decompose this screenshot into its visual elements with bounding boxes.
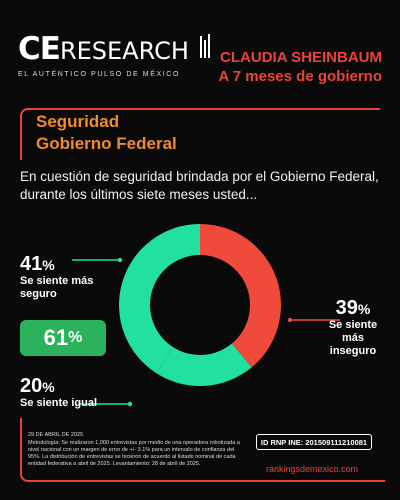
brand-bars-icon	[199, 34, 210, 58]
headline: CLAUDIA SHEINBAUM A 7 meses de gobierno	[218, 48, 382, 86]
net-badge: 61%	[20, 320, 106, 356]
footer-methodology: Metodología: Se realizaron 1,000 entrevi…	[28, 440, 240, 467]
section-title: Seguridad Gobierno Federal	[36, 111, 177, 155]
question-text: En cuestión de seguridad brindada por el…	[20, 169, 379, 202]
slice-seguro	[118, 224, 200, 374]
label-seguro-text1: Se siente más	[20, 275, 94, 287]
label-igual: 20% Se siente igual	[20, 376, 97, 410]
label-inseguro-text2: más	[341, 332, 365, 344]
label-inseguro: 39% Se siente más inseguro	[322, 298, 384, 358]
footer-date: 29 DE ABRIL DE 2025	[28, 432, 84, 438]
label-igual-pct: 20%	[20, 375, 55, 397]
label-igual-text: Se siente igual	[20, 397, 98, 409]
slice-igual	[156, 343, 252, 386]
brand-logo: CERESEARCH EL AUTÉNTICO PULSO DE MÉXICO	[18, 34, 210, 78]
leader-inseguro-dot	[287, 317, 293, 323]
brand-name-thin: RESEARCH	[59, 37, 189, 65]
brand-name-bold: CE	[18, 31, 61, 67]
footer-frame	[20, 418, 385, 482]
label-inseguro-pct: 39%	[335, 297, 371, 319]
section-title-line1: Seguridad	[36, 112, 120, 131]
label-seguro: 41% Se siente más seguro	[20, 254, 93, 301]
label-seguro-text2: seguro	[20, 288, 57, 300]
slice-inseguro	[200, 224, 281, 368]
headline-line2: A 7 meses de gobierno	[218, 68, 382, 85]
label-inseguro-text1: Se siente	[328, 319, 378, 331]
leader-seguro-dot	[117, 257, 123, 263]
label-inseguro-text3: inseguro	[329, 345, 377, 357]
section-title-line2: Gobierno Federal	[36, 134, 177, 153]
section-frame	[20, 108, 380, 160]
label-seguro-pct: 41%	[20, 253, 55, 275]
headline-line1: CLAUDIA SHEINBAUM	[220, 49, 382, 66]
brand-tagline: EL AUTÉNTICO PULSO DE MÉXICO	[18, 71, 181, 78]
brand-name: CERESEARCH	[18, 34, 210, 65]
footer-website-link[interactable]: rankingsdemexico.com	[266, 464, 359, 474]
footer-id-badge: ID RNP INE: 201509111210081	[256, 434, 372, 450]
leader-igual-dot	[127, 401, 133, 407]
